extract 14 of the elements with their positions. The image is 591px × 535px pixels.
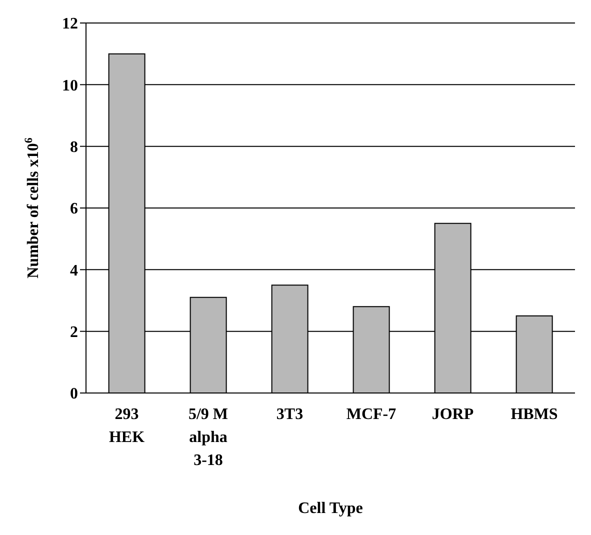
y-tick-label: 4 bbox=[70, 262, 78, 280]
y-tick-label: 8 bbox=[70, 139, 78, 156]
y-tick-label: 10 bbox=[62, 77, 78, 94]
x-tick-label: 5/9 M alpha 3-18 bbox=[188, 406, 228, 469]
x-tick-label: JORP bbox=[432, 406, 474, 423]
x-tick-label: 3T3 bbox=[276, 406, 304, 423]
y-tick-label: 6 bbox=[70, 200, 78, 218]
y-tick-label: 2 bbox=[70, 324, 78, 342]
x-tick-label: 293 HEK bbox=[108, 406, 146, 446]
y-tick-label: 0 bbox=[70, 386, 78, 403]
x-axis-title: Cell Type bbox=[298, 500, 363, 517]
x-tick-label: MCF-7 bbox=[346, 406, 396, 423]
y-tick-label: 12 bbox=[62, 16, 78, 33]
x-tick-label: HBMS bbox=[510, 406, 558, 423]
